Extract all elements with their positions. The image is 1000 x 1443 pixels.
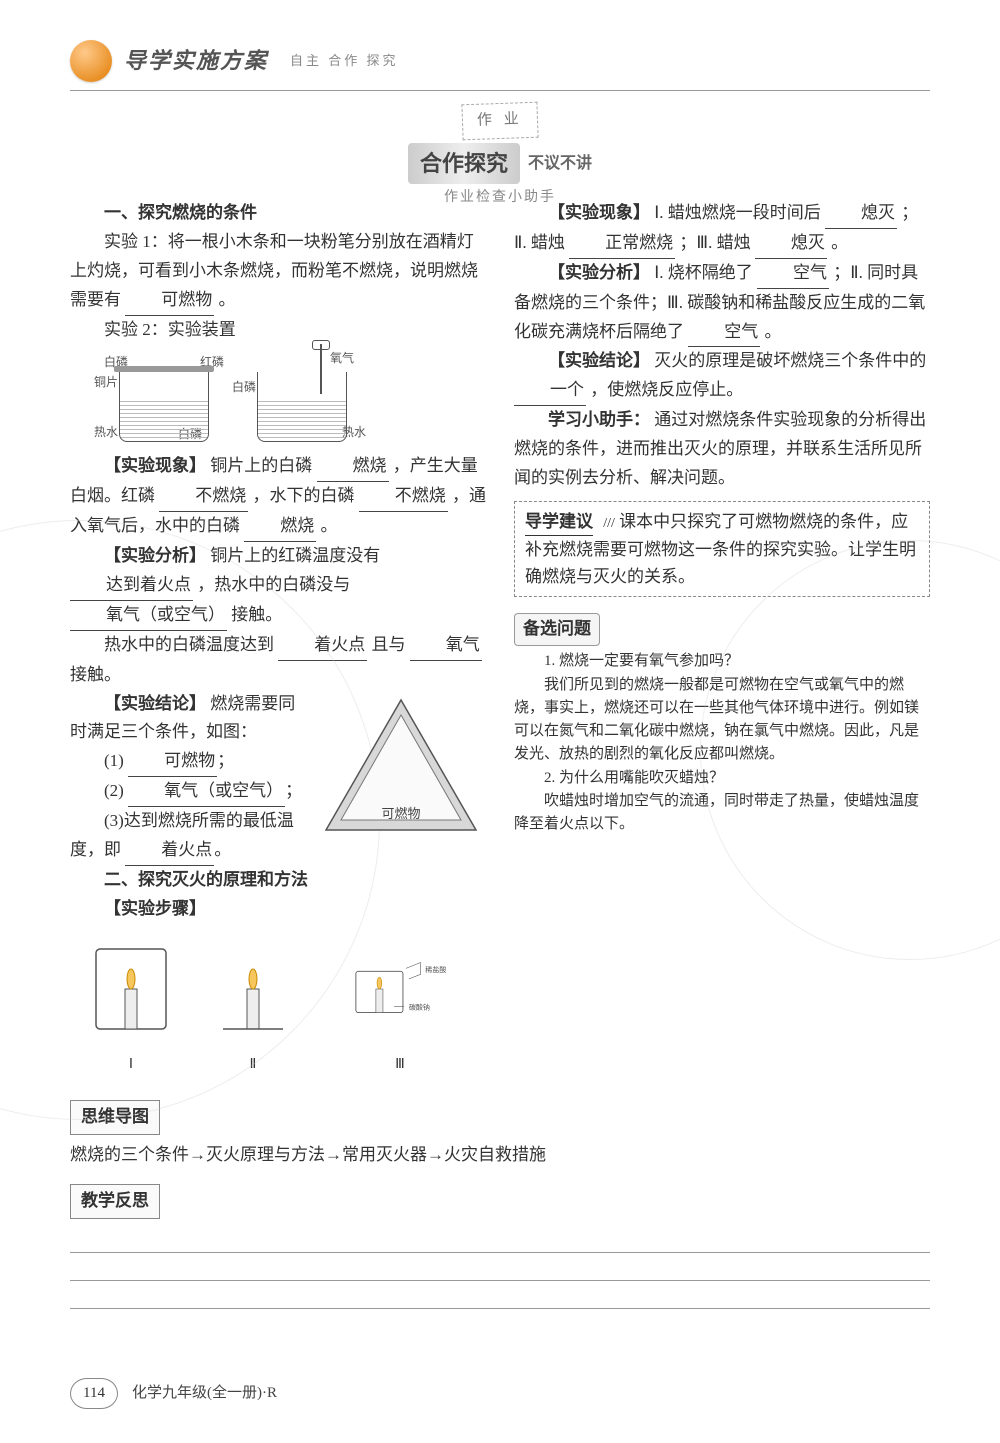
beaker-2: 氧气 白磷 热水 [242,352,362,442]
helper-label: 学习小助手： [548,410,650,429]
book-title: 化学九年级(全一册)·R [132,1381,277,1407]
r-phen-1c-blank: 熄灭 [755,229,827,259]
phen-1d-blank: 燃烧 [244,512,316,542]
helper: 学习小助手： 通过对燃烧条件实验现象的分析得出燃烧的条件，进而推出灭火的原理，并… [514,406,930,493]
left-column: 一、探究燃烧的条件 实验 1：将一根小木条和一块粉笔分别放在酒精灯上灼烧，可看到… [70,199,486,1082]
header-rule [70,90,930,91]
r-phen-1b-blank: 正常燃烧 [569,229,675,259]
ana-2a-blank: 着火点 [278,631,367,661]
r-phen-1d: 。 [831,233,848,252]
r-conclusion: 【实验结论】 灭火的原理是破坏燃烧三个条件中的 一个 ，使燃烧反应停止。 [514,347,930,406]
header-title: 导学实施方案 [124,42,268,79]
r-analysis: 【实验分析】 Ⅰ. 烧杯隔绝了 空气 ；Ⅱ. 同时具备燃烧的三个条件；Ⅲ. 碳酸… [514,259,930,348]
header-subtitle: 自主 合作 探究 [290,50,399,72]
suggestion-box: 导学建议 /// 课本中只探究了可燃物燃烧的条件，应补充燃烧需要可燃物这一条件的… [514,501,930,598]
page-footer: 114 化学九年级(全一册)·R [70,1378,277,1410]
ana-2b: 且与 [372,635,406,654]
ana-2b-blank: 氧气 [410,631,482,661]
ana-1b-blank: 氧气（或空气） [70,601,227,631]
candle-2-label: Ⅱ [193,1053,313,1077]
candle-1: Ⅰ [71,934,191,1077]
a1: 我们所见到的燃烧一般都是可燃物在空气或氧气中的燃烧，事实上，燃烧还可以在一些其他… [514,674,930,767]
r-ana-1a: Ⅰ. 烧杯隔绝了 [654,263,753,282]
tri-bottom: 可燃物 [381,806,420,821]
svg-text:稀盐酸: 稀盐酸 [425,965,446,974]
two-column-layout: 一、探究燃烧的条件 实验 1：将一根小木条和一块粉笔分别放在酒精灯上灼烧，可看到… [70,199,930,1082]
candle-1-label: Ⅰ [71,1053,191,1077]
optional-qa: 1. 燃烧一定要有氧气参加吗？ 我们所见到的燃烧一般都是可燃物在空气或氧气中的燃… [514,650,930,836]
reflect-title: 教学反思 [70,1184,160,1219]
section-2-title: 二、探究灭火的原理和方法 [70,866,486,895]
mindmap-chain: 燃烧的三个条件→灭火原理与方法→常用灭火器→火灾自救措施 [70,1141,930,1170]
cond1-blank: 可燃物 [128,747,217,777]
candle-3: 稀盐酸 碳酸钠 Ⅲ [315,934,485,1077]
banner-stamp: 作 业 [462,102,539,140]
ana-2c: 接触。 [70,665,121,684]
banner-coop: 合作探究 [408,143,520,184]
combustion-triangle: 可燃物 [316,690,486,840]
logo-icon [70,40,112,82]
r-conc-label: 【实验结论】 [548,351,650,370]
apparatus-diagram: 白磷 红磷 铜片 热水 白磷 氧气 白磷 热水 [104,352,486,442]
reflect-section: 教学反思 [70,1184,930,1309]
phen-1b-blank: 不燃烧 [159,482,248,512]
q2: 2. 为什么用嘴能吹灭蜡烛？ [514,767,930,790]
exp2-label: 实验 2：实验装置 [70,316,486,345]
optional-title: 备选问题 [514,613,600,646]
ana-1a: 铜片上的红磷温度没有 [210,546,380,565]
ana-1b: ，热水中的白磷没与 [197,575,350,594]
r-ana-label: 【实验分析】 [548,263,650,282]
label-yangqi: 氧气 [330,348,354,368]
ana-label: 【实验分析】 [104,546,206,565]
ana-1a-blank: 达到着火点 [70,571,193,601]
conc-label: 【实验结论】 [104,694,206,713]
label-reshui: 热水 [94,422,118,442]
phen-label: 【实验现象】 [104,456,206,475]
a2: 吹蜡烛时增加空气的流通，同时带走了热量，使蜡烛温度降至着火点以下。 [514,790,930,837]
sugg-title: 导学建议 [525,508,593,536]
steps-label: 【实验步骤】 [70,895,486,924]
candle-3-label: Ⅲ [315,1053,485,1077]
phen-1e: 。 [321,516,338,535]
r-phen-1c: ；Ⅲ. 蜡烛 [679,233,750,252]
steps-label-b: 【实验步骤】 [104,899,206,918]
phen-1a: 铜片上的白磷 [210,456,312,475]
exp1-blank: 可燃物 [125,286,214,316]
svg-text:碳酸钠: 碳酸钠 [409,1002,430,1011]
beaker-1: 白磷 红磷 铜片 热水 白磷 [104,352,224,442]
analysis-2: 热水中的白磷温度达到 着火点 且与 氧气 接触。 [70,631,486,690]
banner-check: 作业检查小助手 [70,186,930,210]
cond3-blank: 着火点 [125,836,214,866]
ana-1c: 接触。 [231,605,282,624]
phenomenon-1: 【实验现象】 铜片上的白磷 燃烧 ，产生大量白烟。红磷 不燃烧 ，水下的白磷 不… [70,452,486,542]
analysis-1: 【实验分析】 铜片上的红磷温度没有 达到着火点 ，热水中的白磷没与 氧气（或空气… [70,542,486,631]
banner-note: 不议不讲 [528,150,592,177]
r-conc-1b: ，使燃烧反应停止。 [590,380,743,399]
q1: 1. 燃烧一定要有氧气参加吗？ [514,650,930,673]
r-ana-1a-blank: 空气 [757,259,829,289]
label-bailin-2: 白磷 [232,377,256,397]
banner: 作 业 合作探究 不议不讲 作业检查小助手 [70,103,930,193]
exp1-text: 实验 1：将一根小木条和一块粉笔分别放在酒精灯上灼烧，可看到小木条燃烧，而粉笔不… [70,228,486,316]
r-conc-1a-blank: 一个 [514,376,586,406]
r-ana-1b-blank: 空气 [688,318,760,348]
phen-1a-blank: 燃烧 [317,452,389,482]
page-number: 114 [70,1378,118,1410]
exp1-tail: 。 [219,290,236,309]
candle-diagram: Ⅰ Ⅱ 稀盐酸 碳酸钠 [70,934,486,1077]
candle-2: Ⅱ [193,934,313,1077]
mindmap-section: 思维导图 燃烧的三个条件→灭火原理与方法→常用灭火器→火灾自救措施 [70,1100,930,1170]
r-ana-1c: 。 [765,322,782,341]
cond2-blank: 氧气（或空气） [128,777,285,807]
mindmap-title: 思维导图 [70,1100,160,1135]
page-header: 导学实施方案 自主 合作 探究 [70,40,930,82]
phen-1c-blank: 不燃烧 [359,482,448,512]
phen-1c: ，水下的白磷 [253,486,355,505]
label-tongpian: 铜片 [94,372,118,392]
r-conc-1a: 灭火的原理是破坏燃烧三个条件中的 [654,351,926,370]
ana-2a: 热水中的白磷温度达到 [104,635,274,654]
reflect-lines [70,1225,930,1309]
right-column: 【实验现象】 Ⅰ. 蜡烛燃烧一段时间后 熄灭 ；Ⅱ. 蜡烛 正常燃烧 ；Ⅲ. 蜡… [514,199,930,1082]
